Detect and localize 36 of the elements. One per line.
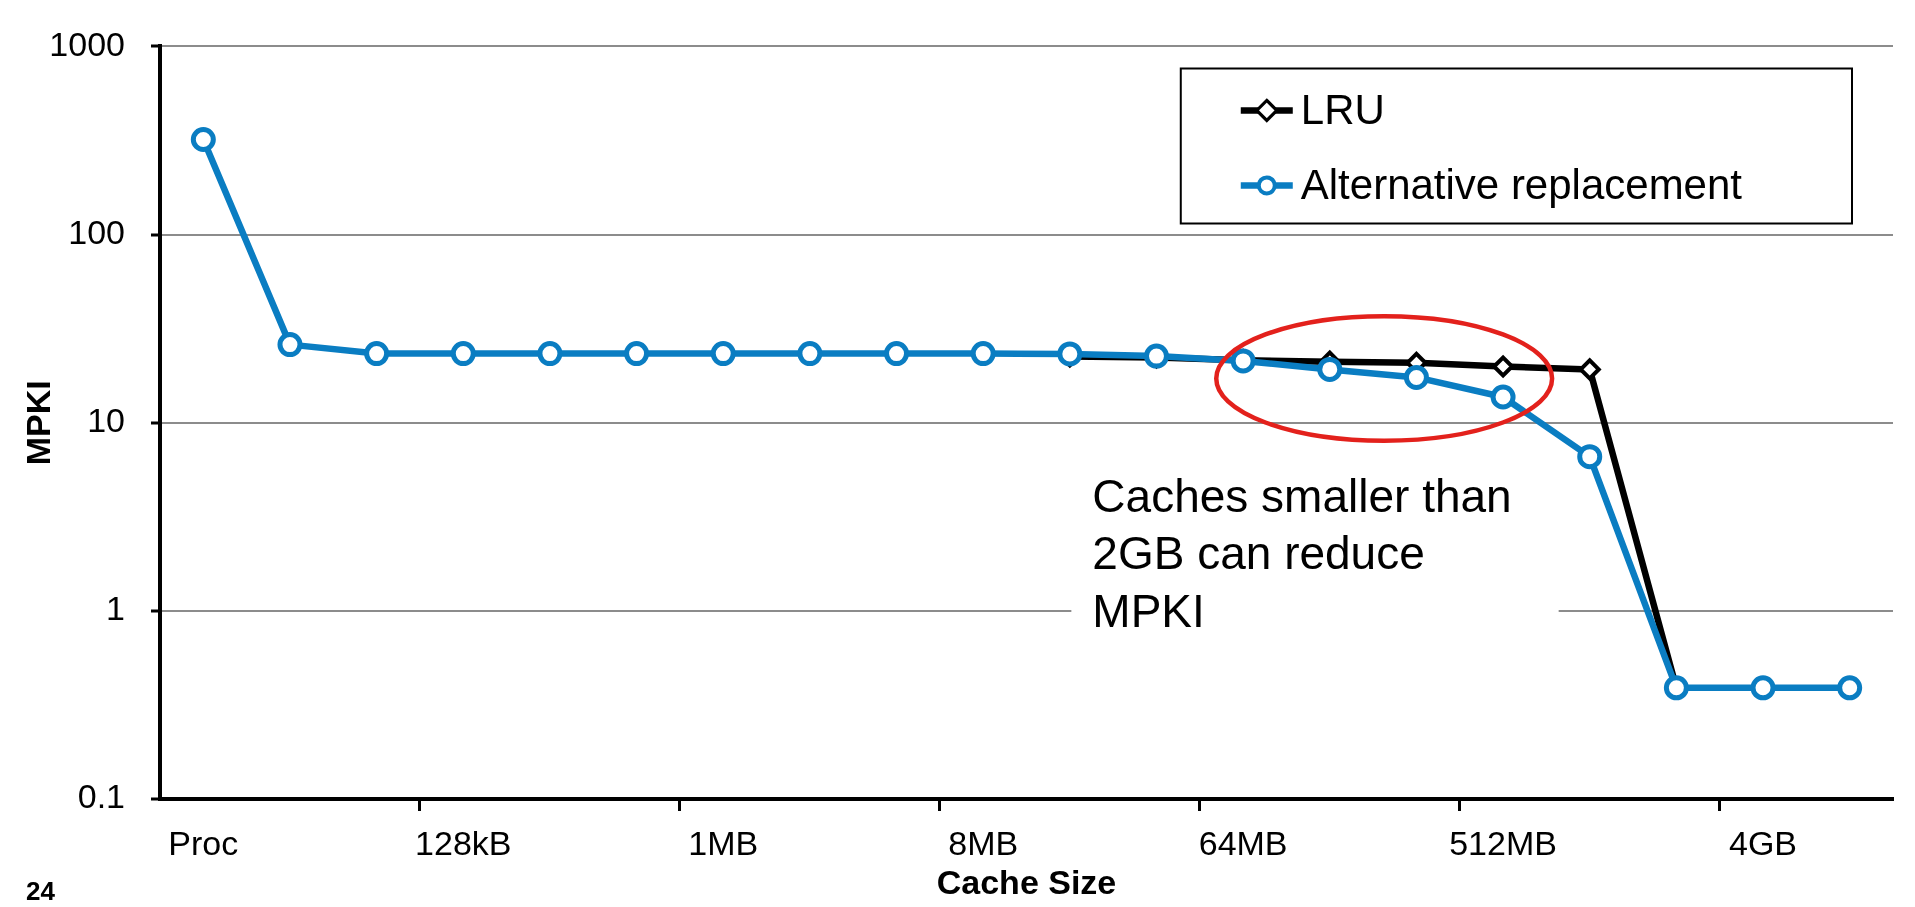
y-tick-label: 1 bbox=[106, 589, 125, 628]
point bbox=[190, 127, 216, 153]
point bbox=[1317, 356, 1343, 382]
y-tick-label: 10 bbox=[87, 401, 125, 440]
x-tick-label: 8MB bbox=[948, 823, 1019, 862]
point bbox=[970, 341, 996, 367]
point bbox=[1577, 444, 1603, 470]
point bbox=[1837, 675, 1863, 701]
point bbox=[277, 332, 303, 358]
point bbox=[1403, 364, 1429, 390]
point bbox=[1492, 355, 1515, 378]
y-tick-label: 1000 bbox=[49, 24, 125, 63]
point bbox=[1750, 675, 1776, 701]
legend-label: LRU bbox=[1300, 85, 1385, 133]
text: 24 bbox=[26, 876, 56, 906]
x-tick-label: 4GB bbox=[1729, 823, 1798, 862]
annotation: Caches smaller than 2GB can reduce MPKI bbox=[1092, 469, 1512, 637]
x-tick-label: 128kB bbox=[415, 823, 512, 862]
point bbox=[797, 341, 823, 367]
legend-label: Alternative replacement bbox=[1300, 160, 1743, 208]
point bbox=[624, 341, 650, 367]
x-axis-title: Cache Size bbox=[936, 862, 1117, 901]
y-tick-label: 100 bbox=[68, 212, 125, 251]
x-tick-label: 1MB bbox=[688, 823, 759, 862]
x-tick-label: 512MB bbox=[1449, 823, 1557, 862]
point bbox=[364, 341, 390, 367]
x-tick-label: 64MB bbox=[1198, 823, 1288, 862]
point bbox=[710, 341, 736, 367]
x-tick-label: Proc bbox=[168, 823, 239, 862]
point bbox=[884, 341, 910, 367]
point bbox=[1490, 384, 1516, 410]
point bbox=[1578, 358, 1601, 381]
y-tick-label: 0.1 bbox=[77, 777, 125, 816]
point bbox=[537, 341, 563, 367]
y-axis-title: MPKI bbox=[18, 380, 57, 466]
point bbox=[450, 341, 476, 367]
